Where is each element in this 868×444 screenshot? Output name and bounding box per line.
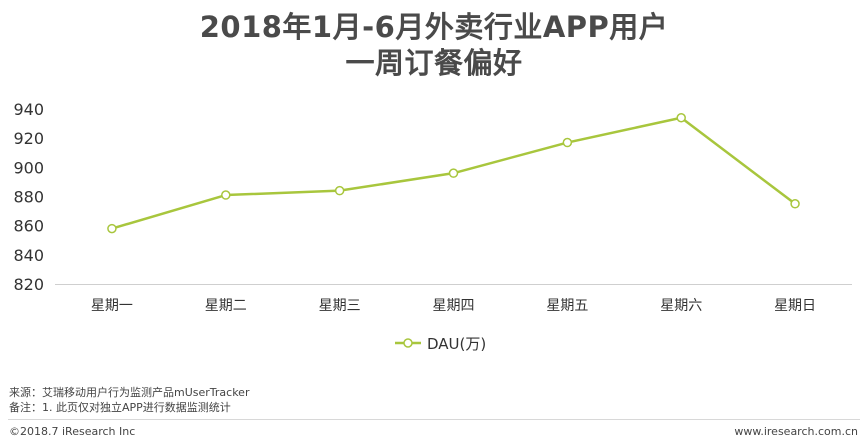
memo-note: 备注：1. 此页仅对独立APP进行数据监测统计 bbox=[9, 401, 231, 414]
x-tick-label: 星期六 bbox=[660, 298, 702, 314]
chart-title-line1: 2018年1月-6月外卖行业APP用户 bbox=[199, 10, 669, 44]
y-tick-label: 860 bbox=[13, 217, 44, 236]
x-tick-label: 星期四 bbox=[433, 298, 475, 314]
data-point bbox=[676, 113, 686, 123]
website-link[interactable]: www.iresearch.com.cn bbox=[734, 425, 858, 438]
x-tick-label: 星期五 bbox=[546, 298, 588, 314]
line-chart: 820 840 860 880 900 920 940 星期一 星期二 星期三 星期四 星期五 星期六 星… bbox=[13, 100, 852, 353]
chart-title-line2: 一周订餐偏好 bbox=[345, 46, 523, 80]
y-tick-label: 820 bbox=[13, 275, 44, 294]
y-tick-label: 880 bbox=[13, 188, 44, 207]
data-point bbox=[334, 185, 345, 196]
data-point bbox=[221, 190, 231, 200]
footer-divider bbox=[8, 419, 860, 420]
data-point bbox=[107, 223, 117, 234]
data-point bbox=[790, 199, 800, 209]
source-note: 来源：艾瑞移动用户行为监测产品mUserTracker bbox=[9, 386, 250, 399]
x-tick-label: 星期二 bbox=[205, 298, 247, 314]
x-tick-label: 星期日 bbox=[774, 298, 816, 314]
x-tick-label: 星期一 bbox=[91, 298, 133, 314]
legend-marker-swatch bbox=[403, 338, 413, 348]
x-tick-label: 星期三 bbox=[319, 298, 361, 314]
copyright-text: ©2018.7 iResearch Inc bbox=[9, 425, 136, 438]
legend-label: DAU(万) bbox=[427, 335, 486, 353]
data-point bbox=[448, 168, 459, 178]
data-point bbox=[562, 137, 573, 148]
y-tick-label: 940 bbox=[13, 100, 44, 119]
y-tick-label: 900 bbox=[13, 158, 44, 177]
y-tick-label: 920 bbox=[13, 129, 44, 148]
y-tick-label: 840 bbox=[13, 246, 44, 265]
